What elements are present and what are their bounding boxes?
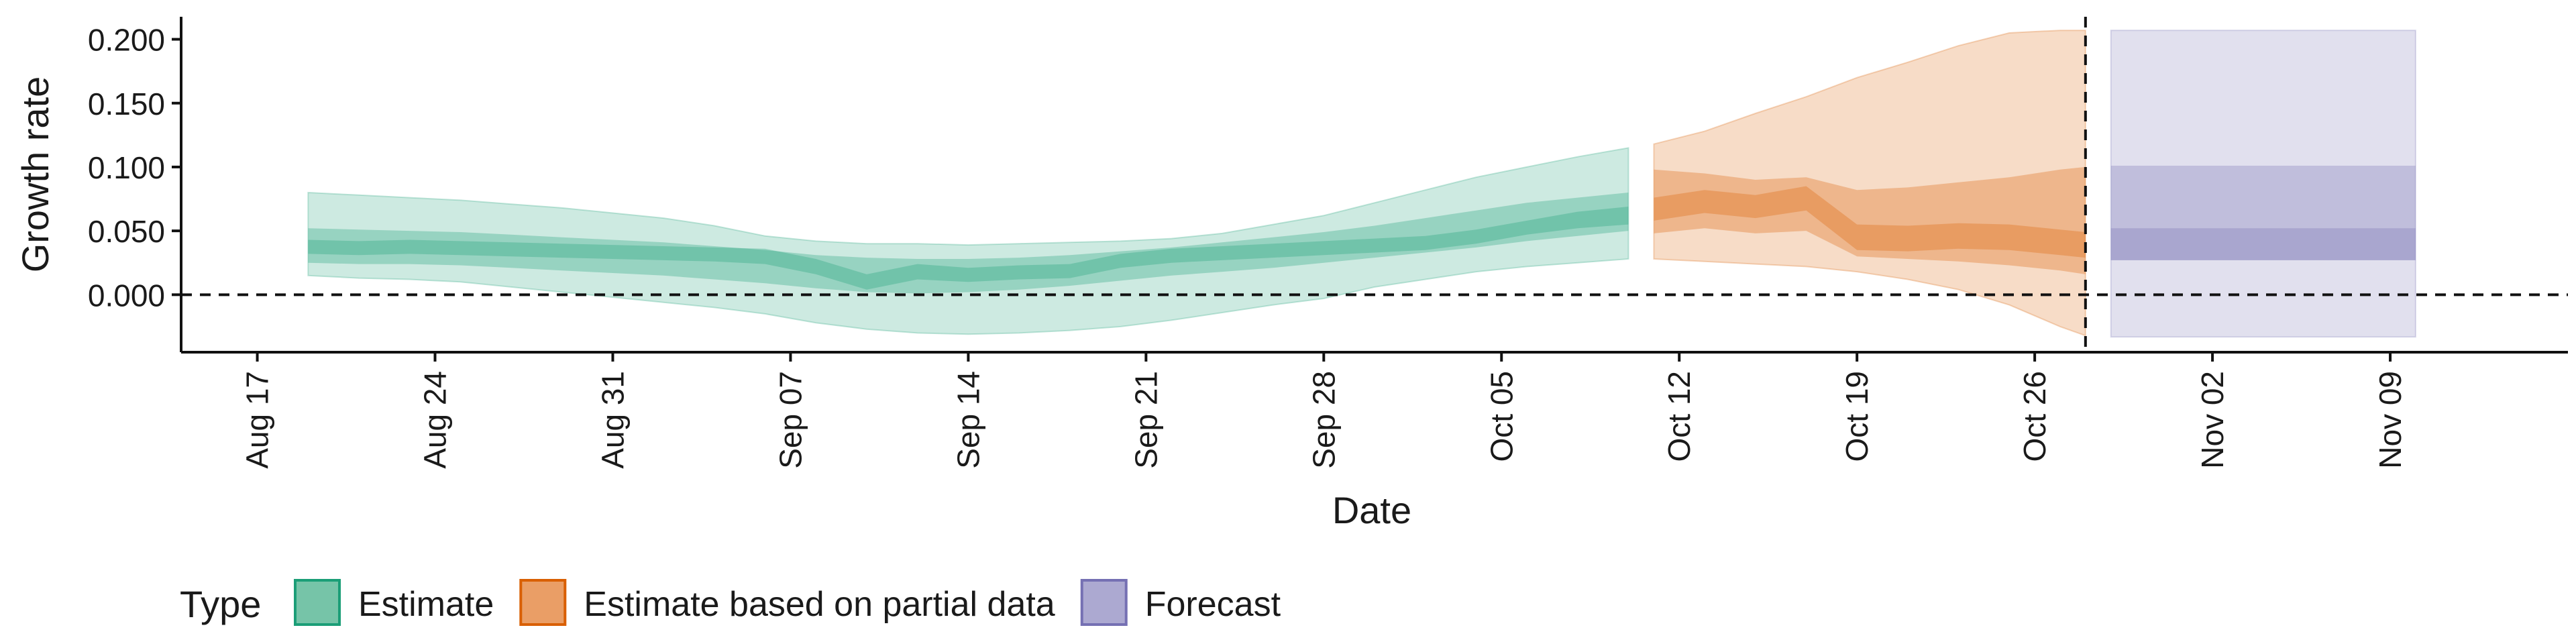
x-axis-title: Date (1332, 489, 1411, 531)
y-tick-label: 0.100 (88, 150, 165, 185)
legend: Type Estimate Estimate based on partial d… (180, 579, 1281, 626)
x-tick-label: Oct 19 (1839, 371, 1874, 462)
legend-swatch-1 (519, 579, 567, 626)
y-axis-title: Growth rate (14, 76, 56, 273)
x-tick-label: Nov 09 (2373, 371, 2408, 469)
axes: 0.000 0.050 0.100 0.150 0.200 Aug 17 Aug 24 Aug… (88, 17, 2568, 469)
band-50-series-0 (308, 193, 1629, 294)
band-20-series-2 (2110, 228, 2416, 260)
band-90-series-1 (1653, 30, 2086, 337)
y-tick-label: 0.150 (88, 87, 165, 121)
x-tick-label: Sep 07 (773, 371, 808, 469)
band-90-series-2 (2110, 30, 2416, 338)
x-tick-label: Nov 02 (2195, 371, 2230, 469)
y-tick-label: 0.000 (88, 278, 165, 313)
y-tick-label: 0.200 (88, 23, 165, 58)
x-tick-label: Oct 12 (1662, 371, 1697, 462)
x-tick-label: Aug 17 (240, 371, 275, 469)
legend-swatch-0 (294, 579, 341, 626)
x-tick-label: Sep 28 (1306, 371, 1341, 469)
band-20-series-1 (1654, 186, 2086, 258)
reference-lines (181, 17, 2568, 352)
x-tick-label: Aug 24 (418, 371, 453, 469)
band-90-series-0 (307, 147, 1629, 335)
x-tick-label: Sep 14 (951, 371, 985, 469)
x-tick-label: Oct 05 (1484, 371, 1519, 462)
legend-label-2: Forecast (1145, 585, 1281, 624)
legend-label-0: Estimate (358, 585, 494, 624)
legend-label-1: Estimate based on partial data (584, 585, 1055, 624)
x-tick-label: Sep 21 (1128, 371, 1163, 469)
y-tick-label: 0.050 (88, 214, 165, 249)
legend-title: Type (180, 583, 261, 625)
x-tick-label: Oct 26 (2017, 371, 2052, 462)
band-20-series-0 (308, 207, 1629, 290)
legend-swatch-2 (1080, 579, 1128, 626)
band-layer (307, 30, 2416, 338)
band-50-series-1 (1654, 166, 2086, 274)
band-50-series-2 (2110, 166, 2416, 260)
x-tick-label: Aug 31 (596, 371, 631, 469)
